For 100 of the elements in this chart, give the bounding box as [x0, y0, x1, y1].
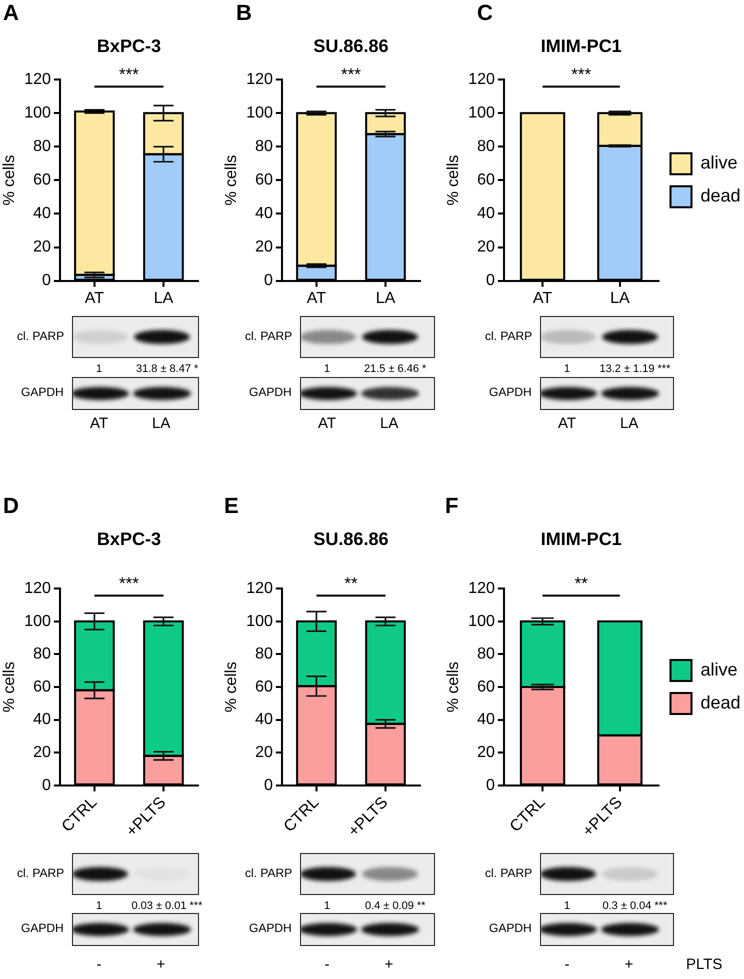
- text: LA: [380, 414, 398, 432]
- text: 1: [564, 362, 570, 376]
- y-tick-label: 60: [477, 678, 495, 696]
- text: -: [564, 956, 570, 973]
- y-tick-label: 40: [255, 711, 273, 728]
- chart-title: BxPC-3: [96, 36, 161, 56]
- text: GAPDH: [489, 921, 532, 936]
- y-tick-label: 80: [255, 646, 273, 663]
- y-tick-label: 40: [33, 711, 51, 728]
- y-tick-label: 60: [33, 172, 51, 189]
- y-tick-label: 120: [246, 580, 273, 598]
- y-tick-label: 100: [24, 104, 51, 122]
- y-tick-label: 100: [468, 104, 495, 122]
- x-tick-label: LA: [154, 290, 174, 307]
- text: AT: [90, 414, 108, 432]
- legend-label: alive: [700, 152, 738, 173]
- y-tick-label: 120: [246, 71, 273, 88]
- y-tick-label: 20: [255, 744, 273, 761]
- chart-title: BxPC-3: [96, 528, 161, 549]
- text: 1: [564, 900, 570, 912]
- text: +: [384, 956, 394, 973]
- legend-label: alive: [700, 659, 738, 680]
- text: GAPDH: [21, 921, 64, 936]
- text: +: [624, 956, 634, 973]
- text: B: [236, 0, 252, 25]
- y-tick-label: 60: [255, 678, 273, 696]
- y-tick-label: 0: [264, 272, 273, 290]
- text: cl. PARP: [485, 329, 532, 344]
- x-tick-label: AT: [84, 290, 104, 307]
- text: GAPDH: [489, 385, 532, 400]
- y-tick-label: 0: [264, 776, 273, 794]
- text: LA: [152, 414, 170, 432]
- text: cl. PARP: [485, 866, 532, 881]
- text: cl. PARP: [245, 329, 292, 344]
- annotation: **: [574, 574, 588, 593]
- text: -: [324, 956, 330, 973]
- text: 1: [324, 362, 330, 376]
- text: E: [224, 492, 239, 518]
- y-tick-label: 120: [468, 580, 495, 598]
- y-tick-label: 20: [33, 238, 51, 256]
- y-tick-label: 40: [33, 205, 51, 222]
- chart-title: SU.86.86: [313, 36, 388, 56]
- x-tick-label: LA: [376, 290, 396, 307]
- text: A: [3, 0, 19, 25]
- chart-title: SU.86.86: [313, 528, 388, 549]
- y-tick-label: 0: [486, 776, 495, 794]
- text: 21.5 ± 6.46 *: [364, 362, 426, 376]
- text: 0.4 ± 0.09 **: [365, 900, 426, 912]
- y-tick-label: 20: [33, 744, 51, 761]
- y-tick-label: 100: [468, 612, 495, 630]
- y-tick-label: 120: [24, 580, 51, 598]
- y-tick-label: 100: [24, 612, 51, 630]
- y-axis-title: % cells: [445, 154, 462, 206]
- text: 31.8 ± 8.47 *: [136, 362, 198, 376]
- y-tick-label: 120: [468, 71, 495, 88]
- text: -: [96, 956, 102, 973]
- annotation: **: [344, 574, 358, 593]
- text: LA: [620, 414, 638, 432]
- chart-title: IMIM-PC1: [540, 36, 622, 56]
- legend-label: dead: [700, 186, 741, 206]
- y-tick-label: 80: [33, 138, 51, 156]
- text: GAPDH: [249, 921, 292, 936]
- y-tick-label: 60: [33, 678, 51, 696]
- y-axis-title: % cells: [223, 154, 240, 206]
- text: 1: [96, 362, 102, 376]
- x-tick-label: AT: [306, 290, 326, 307]
- annotation: ***: [571, 64, 592, 84]
- annotation: ***: [341, 64, 362, 84]
- y-tick-label: 60: [477, 172, 495, 189]
- text: +: [156, 956, 166, 973]
- x-tick-label: LA: [610, 290, 630, 307]
- text: GAPDH: [249, 385, 292, 400]
- x-tick-label: AT: [532, 290, 552, 307]
- text: F: [445, 492, 458, 518]
- text: cl. PARP: [17, 329, 64, 344]
- text: 0.3 ± 0.04 ***: [602, 900, 668, 912]
- y-tick-label: 80: [477, 646, 495, 663]
- text: 13.2 ± 1.19 ***: [600, 362, 670, 376]
- y-tick-label: 40: [477, 711, 495, 728]
- text: cl. PARP: [245, 866, 292, 881]
- y-tick-label: 0: [42, 272, 51, 290]
- text: AT: [558, 414, 576, 432]
- legend-label: dead: [700, 692, 741, 712]
- text: AT: [318, 414, 336, 432]
- y-tick-label: 60: [255, 172, 273, 189]
- annotation: ***: [119, 574, 140, 593]
- y-tick-label: 20: [477, 238, 495, 256]
- y-tick-label: 80: [33, 646, 51, 663]
- y-tick-label: 0: [486, 272, 495, 290]
- y-tick-label: 100: [246, 612, 273, 630]
- y-axis-title: % cells: [223, 662, 240, 712]
- y-tick-label: 20: [255, 238, 273, 256]
- text: D: [3, 492, 19, 518]
- text: C: [477, 0, 493, 25]
- y-axis-title: % cells: [445, 662, 462, 712]
- text: 0.03 ± 0.01 ***: [132, 900, 202, 912]
- y-tick-label: 0: [42, 776, 51, 794]
- text: cl. PARP: [17, 866, 64, 881]
- y-tick-label: 100: [246, 104, 273, 122]
- text: 1: [324, 900, 330, 912]
